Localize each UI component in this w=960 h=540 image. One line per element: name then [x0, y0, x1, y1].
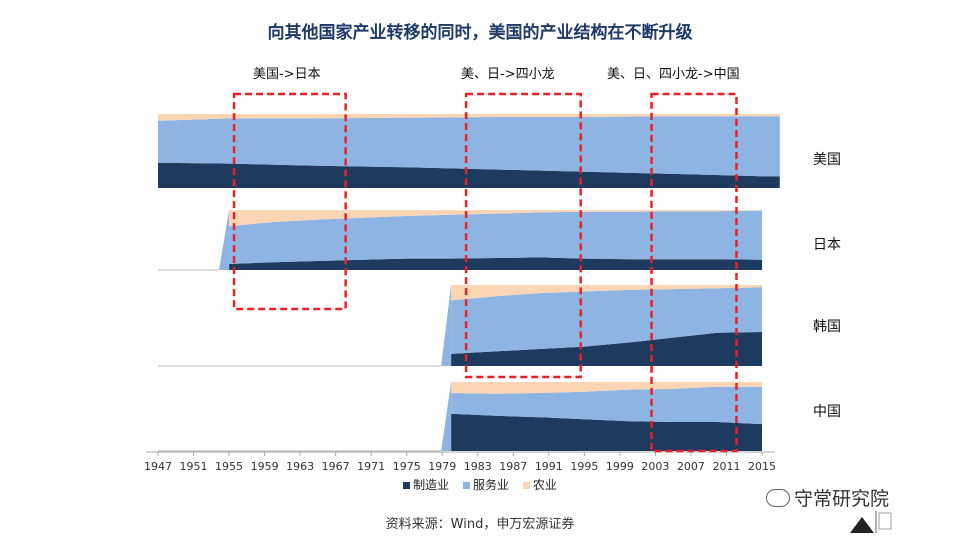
area-manufacturing [451, 332, 762, 366]
legend-item-services: 服务业 [462, 476, 509, 493]
x-tick-label: 1947 [144, 460, 172, 473]
chart-legend: 制造业 服务业 农业 [0, 476, 960, 493]
country-label-korea: 韩国 [813, 319, 841, 335]
area-agriculture [158, 114, 780, 121]
x-tick-label: 2015 [748, 460, 776, 473]
area-services [229, 210, 763, 264]
area-agriculture [229, 210, 763, 227]
highlight-box [464, 92, 582, 379]
x-tick-label: 2007 [677, 460, 705, 473]
area-manufacturing [451, 413, 762, 451]
country-label-us: 美国 [813, 152, 841, 168]
x-tick-label: 1967 [322, 460, 350, 473]
legend-swatch [403, 482, 411, 489]
x-tick-label: 1995 [570, 460, 598, 473]
area-agriculture [451, 382, 762, 394]
source-note: 资料来源：Wind，申万宏源证券 [385, 517, 575, 532]
wechat-icon [766, 489, 790, 507]
x-tick-label: 1979 [428, 460, 456, 473]
page-title: 向其他国家产业转移的同时，美国的产业结构在不断升级 [267, 23, 693, 43]
brand-logo [850, 511, 892, 533]
legend-label: 制造业 [413, 478, 450, 492]
legend-label: 服务业 [472, 478, 509, 492]
legend-item-manufacturing: 制造业 [403, 476, 449, 493]
x-tick-label: 1971 [357, 460, 385, 473]
area-manufacturing [158, 162, 780, 188]
area-services [451, 287, 762, 354]
area-services [451, 386, 762, 425]
brand-name: 守常研究院 [794, 488, 890, 510]
country-label-japan: 日本 [813, 237, 841, 253]
area-manufacturing [229, 257, 763, 270]
area-ramp-start [441, 285, 452, 366]
area-ramp-start [219, 210, 230, 270]
highlight-box [232, 92, 347, 311]
country-label-china: 中国 [813, 404, 841, 420]
x-tick-label: 1959 [251, 460, 279, 473]
x-tick-label: 1955 [215, 460, 243, 473]
era-label-us-japan: 美国->日本 [253, 67, 321, 82]
area-services [158, 116, 780, 177]
area-ramp-start [441, 382, 452, 451]
x-tick-label: 1983 [464, 460, 492, 473]
era-label-four-dragons: 美、日->四小龙 [461, 67, 555, 82]
x-tick-label: 1999 [606, 460, 634, 473]
legend-label: 农业 [532, 478, 557, 492]
legend-item-agriculture: 农业 [522, 476, 557, 493]
x-tick-label: 2003 [641, 460, 669, 473]
legend-swatch [462, 482, 470, 489]
highlight-box [650, 92, 738, 453]
x-tick-label: 1975 [393, 460, 421, 473]
area-agriculture [451, 285, 762, 301]
legend-swatch [522, 482, 530, 489]
brand-watermark: 守常研究院 [766, 484, 889, 511]
x-tick-label: 1963 [286, 460, 314, 473]
x-tick-label: 1991 [535, 460, 563, 473]
era-label-china: 美、日、四小龙->中国 [607, 67, 740, 82]
x-tick-label: 1987 [499, 460, 527, 473]
x-tick-label: 1951 [180, 460, 208, 473]
x-tick-label: 2011 [712, 460, 740, 473]
